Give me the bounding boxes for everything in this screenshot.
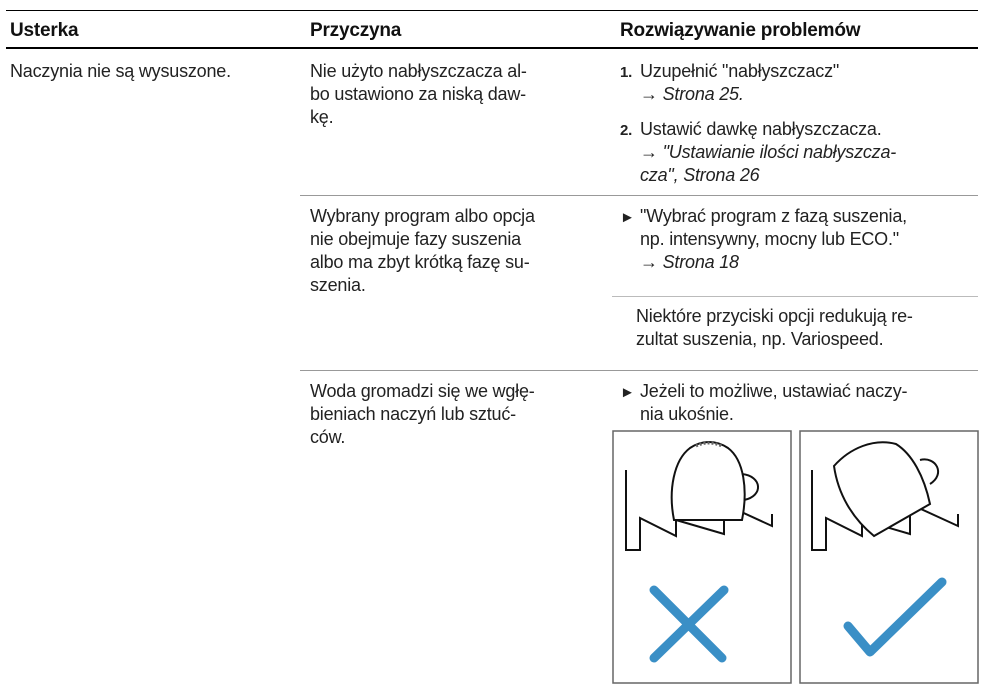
cup-handle [919,458,940,485]
row-rule [300,370,978,371]
cross [649,585,729,663]
step-reference: → "Ustawianie ilości nabłyszcza- [640,142,897,162]
note-text: zultat suszenia, np. Variospeed. [636,329,884,349]
step-text: np. intensywny, mocny lub ECO." [640,229,899,249]
step-reference: → Strona 18 [640,252,739,272]
step-text: Jeżeli to możliwe, ustawiać naczy- [640,381,908,401]
note-rule [612,296,978,297]
cause-text: Wybrany program albo opcja [310,206,535,226]
rack [625,470,773,551]
column-header: Rozwiązywanie problemów [620,20,861,41]
top-rule [6,10,978,11]
cause-text: Nie użyto nabłyszczacza al- [310,61,527,81]
illustrations [612,430,979,684]
header-rule [6,47,978,49]
cause-text: bieniach naczyń lub sztuć- [310,404,516,424]
step-marker: ► [620,209,635,226]
cause-text: ców. [310,427,346,447]
step-reference: → Strona 25. [640,84,744,104]
cause-text: kę. [310,107,334,127]
cup-tilted [832,441,932,538]
fault-text: Naczynia nie są wysuszone. [10,61,231,81]
step-text: Ustawić dawkę nabłyszczacza. [640,119,882,139]
step-marker: 1. [620,64,633,81]
cause-text: Woda gromadzi się we wgłę- [310,381,535,401]
step-marker: 2. [620,122,633,139]
cause-text: nie obejmuje fazy suszenia [310,229,521,249]
step-text: Uzupełnić "nabłyszczacz" [640,61,840,81]
note-text: Niektóre przyciski opcji redukują re- [636,306,913,326]
step-reference: cza", Strona 26 [640,165,760,185]
right-frame [799,430,979,684]
step-text: "Wybrać program z fazą suszenia, [640,206,907,226]
rack [811,470,959,551]
step-marker: ► [620,384,635,401]
column-header: Przyczyna [310,20,402,41]
check [843,577,947,657]
cup-handle [741,473,759,501]
cause-text: albo ma zbyt krótką fazę su- [310,252,530,272]
cup-upright [670,441,746,521]
row-rule [300,195,978,196]
step-text: nia ukośnie. [640,404,734,424]
water [695,441,723,448]
wrong-frame [612,430,792,684]
cause-text: szenia. [310,275,366,295]
cause-text: bo ustawiono za niską daw- [310,84,526,104]
column-header: Usterka [10,20,79,41]
